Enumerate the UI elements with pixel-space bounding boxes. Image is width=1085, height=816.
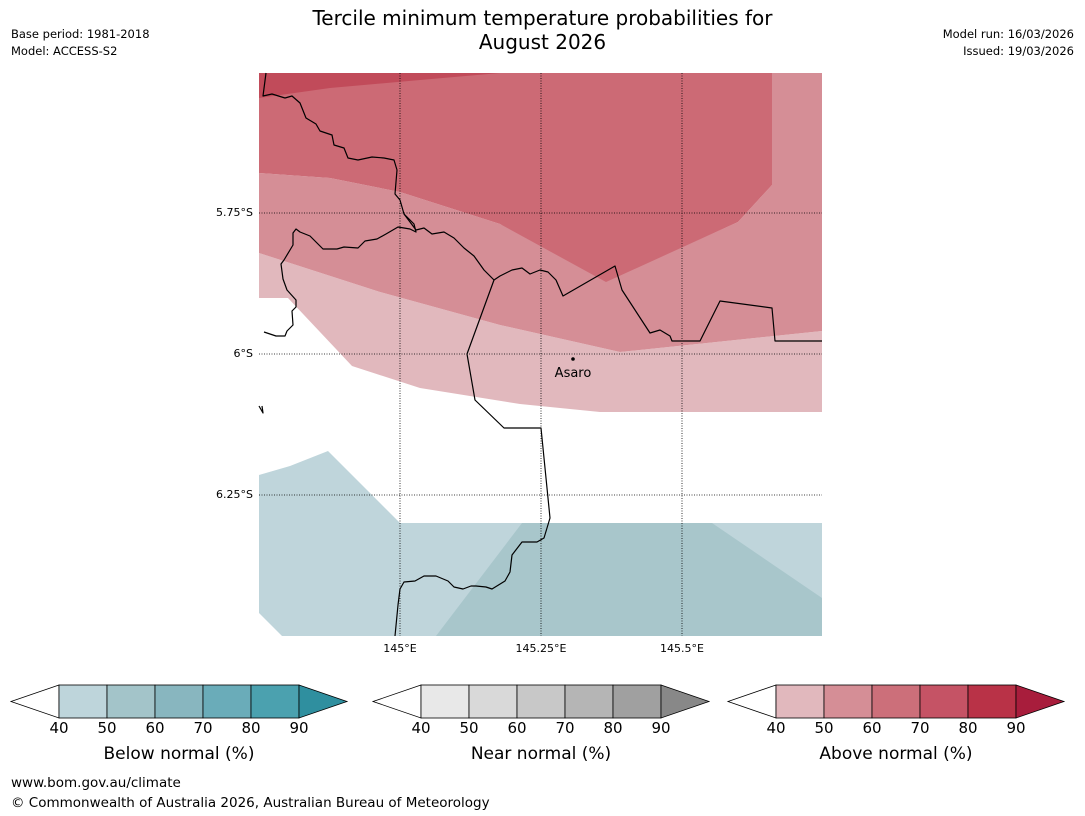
below-normal-50-60-patch [436,523,822,636]
below-normal-tick-label: 50 [97,719,117,737]
above-normal-tick-label: 90 [1006,719,1026,737]
lat-label-6s: 6°S [233,347,253,360]
near-normal-segment [612,684,662,719]
above-normal-segment [967,684,1017,719]
boundary-lines [258,72,822,637]
lat-label-6-25s: 6.25°S [216,488,253,501]
near-normal-tick-label: 80 [603,719,623,737]
near-normal-segment [420,684,470,719]
below-normal-segment [154,684,204,719]
near-normal-tick-label: 70 [555,719,575,737]
below-normal-colorbar-title: Below normal (%) [103,744,255,764]
above-normal-segment [823,684,873,719]
issued-date: Issued: 19/03/2026 [963,44,1074,58]
below-normal-tick-label: 80 [241,719,261,737]
metadata-left: Base period: 1981-2018 Model: ACCESS-S2 [11,26,150,60]
lon-label-145e: 145°E [383,642,417,655]
below-normal-tick-label: 60 [145,719,165,737]
above-normal-segment [775,684,825,719]
near-normal-segment [468,684,518,719]
above-normal-tick-label: 40 [766,719,786,737]
below-normal-segment [58,684,108,719]
asaro-marker [571,357,575,361]
above-normal-tick-label: 60 [862,719,882,737]
below-normal-tick-label: 40 [49,719,69,737]
above-normal-60-70-band [259,73,772,282]
below-normal-tick-label: 90 [289,719,309,737]
below-normal-tick-label: 70 [193,719,213,737]
near-normal-segment [564,684,614,719]
above-normal-40-50-band [259,253,822,412]
above-normal-70-80-patch [259,73,500,98]
near-normal-segment [516,684,566,719]
below-normal-segment [106,684,156,719]
near-normal-tick-label: 90 [651,719,671,737]
base-period: Base period: 1981-2018 [11,27,150,41]
below-normal-segment [202,684,252,719]
below-normal-low-extend [9,684,60,719]
above-normal-tick-label: 80 [958,719,978,737]
above-normal-segment [919,684,969,719]
above-normal-tick-label: 70 [910,719,930,737]
lon-label-145-25e: 145.25°E [515,642,567,655]
above-normal-high-extend [1015,684,1066,719]
above-normal-50-60-band [259,73,822,352]
colorbars [9,684,1066,719]
map-title: Tercile minimum temperature probabilitie… [0,6,1085,54]
near-normal-high-extend [660,684,711,719]
footer-url: www.bom.gov.au/climate [11,775,181,791]
footer-copyright: © Commonwealth of Australia 2026, Austra… [11,795,490,811]
lat-label-5-75s: 5.75°S [216,206,253,219]
title-line-1: Tercile minimum temperature probabilitie… [312,6,773,30]
metadata-right: Model run: 16/03/2026 Issued: 19/03/2026 [943,26,1074,60]
model-run: Model run: 16/03/2026 [942,27,1074,41]
below-normal-high-extend [298,684,349,719]
near-normal-tick-label: 60 [507,719,527,737]
model-name: Model: ACCESS-S2 [11,44,118,58]
near-normal-tick-label: 40 [411,719,431,737]
near-normal-colorbar-title: Near normal (%) [470,744,612,764]
asaro-label: Asaro [555,366,592,381]
above-normal-colorbar-title: Above normal (%) [819,744,973,764]
above-normal-low-extend [726,684,777,719]
below-normal-segment [250,684,300,719]
near-normal-tick-label: 50 [459,719,479,737]
title-line-2: August 2026 [478,30,607,54]
above-normal-tick-label: 50 [814,719,834,737]
near-normal-low-extend [371,684,422,719]
lon-label-145-5e: 145.5°E [660,642,704,655]
above-normal-segment [871,684,921,719]
